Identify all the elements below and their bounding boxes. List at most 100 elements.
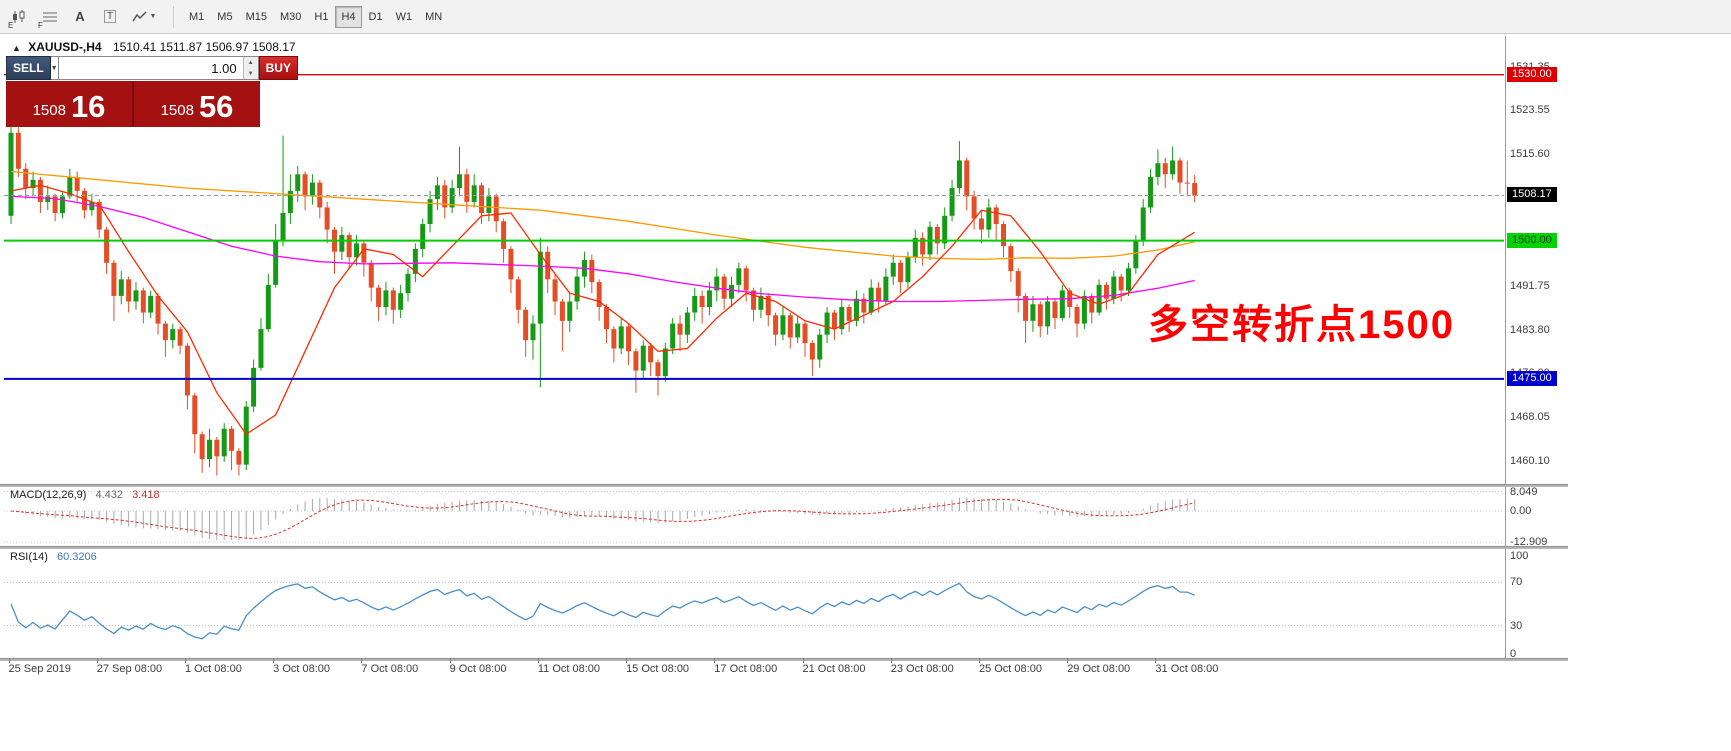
time-axis-label: 29 Oct 08:00 bbox=[1067, 663, 1131, 675]
price-tag-1530.00: 1530.00 bbox=[1507, 66, 1557, 82]
main-price-chart[interactable] bbox=[4, 36, 1505, 484]
chart-type-button[interactable]: E bbox=[6, 4, 34, 30]
chevron-down-icon: ▼ bbox=[149, 13, 157, 20]
chart-grid-button[interactable]: F bbox=[36, 4, 64, 30]
rsi-axis-label: 70 bbox=[1510, 576, 1523, 589]
pane-separator[interactable] bbox=[0, 546, 1568, 549]
price-tag-1508.17: 1508.17 bbox=[1507, 187, 1557, 203]
template-tool-button[interactable]: T bbox=[96, 4, 124, 30]
timeframe-w1[interactable]: W1 bbox=[390, 6, 419, 28]
price-axis-label: 1523.55 bbox=[1510, 104, 1550, 117]
macd-label: MACD(12,26,9) bbox=[10, 489, 87, 501]
time-axis-label: 27 Sep 08:00 bbox=[96, 663, 163, 675]
price-axis-label: 1491.75 bbox=[1510, 280, 1550, 293]
time-axis-label: 15 Oct 08:00 bbox=[626, 663, 690, 675]
price-axis-divider bbox=[1505, 36, 1506, 661]
badge-e: E bbox=[8, 20, 14, 30]
grid-icon bbox=[43, 12, 57, 21]
macd-axis-label: 0.00 bbox=[1510, 504, 1532, 517]
timeframe-m5[interactable]: M5 bbox=[211, 6, 238, 28]
sell-price-main: 1508 bbox=[32, 102, 66, 119]
time-axis-tick bbox=[449, 659, 451, 663]
timeframe-mn[interactable]: MN bbox=[419, 6, 448, 28]
price-tag-1475.00: 1475.00 bbox=[1507, 370, 1557, 386]
macd-indicator-pane[interactable] bbox=[4, 488, 1505, 546]
macd-main-value: 4.432 bbox=[95, 489, 124, 501]
time-axis-label: 9 Oct 08:00 bbox=[449, 663, 507, 675]
pane-separator[interactable] bbox=[0, 484, 1568, 487]
rsi-value: 60.3206 bbox=[56, 551, 97, 563]
time-axis-tick bbox=[1067, 659, 1069, 663]
rsi-indicator-pane[interactable] bbox=[4, 550, 1505, 658]
time-axis-label: 3 Oct 08:00 bbox=[273, 663, 331, 675]
timeframe-d1[interactable]: D1 bbox=[363, 6, 389, 28]
stepper-up-icon[interactable]: ▲ bbox=[243, 57, 258, 68]
macd-axis-label: 8.049 bbox=[1510, 485, 1538, 498]
time-axis-tick bbox=[1155, 659, 1157, 663]
time-axis-label: 17 Oct 08:00 bbox=[714, 663, 778, 675]
time-axis-tick bbox=[978, 659, 980, 663]
text-label-tool-button[interactable]: A bbox=[66, 4, 94, 30]
badge-f: F bbox=[38, 20, 43, 30]
price-axis-label: 1483.80 bbox=[1510, 324, 1550, 337]
sell-price-display[interactable]: 1508 16 bbox=[6, 81, 132, 127]
time-axis-label: 25 Sep 2019 bbox=[8, 663, 71, 675]
timeframe-m1[interactable]: M1 bbox=[183, 6, 210, 28]
timeframe-h1[interactable]: H1 bbox=[308, 6, 334, 28]
sell-button[interactable]: SELL bbox=[6, 56, 51, 80]
buy-price-main: 1508 bbox=[160, 102, 194, 119]
indicators-icon bbox=[131, 10, 147, 21]
buy-button[interactable]: BUY bbox=[258, 56, 298, 80]
buy-price-pips: 56 bbox=[198, 89, 234, 124]
time-axis-tick bbox=[890, 659, 892, 663]
time-axis-tick bbox=[96, 659, 98, 663]
timeframe-toolbar: M1 M5 M15 M30 H1 H4 D1 W1 MN bbox=[183, 5, 449, 28]
toolbar: E F A T ▼ M1 M5 M15 M30 H1 H4 D1 W1 MN bbox=[0, 0, 1731, 34]
time-axis-label: 11 Oct 08:00 bbox=[537, 663, 601, 675]
volume-stepper: ▲ ▼ bbox=[242, 57, 258, 79]
timeframe-m15[interactable]: M15 bbox=[240, 6, 273, 28]
volume-dropdown-arrow[interactable]: ▼ bbox=[50, 56, 59, 80]
chart-symbol: XAUUSD-,H4 bbox=[28, 40, 102, 54]
macd-label-row: MACD(12,26,9) 4.432 3.418 bbox=[10, 489, 160, 501]
rsi-label-row: RSI(14) 60.3206 bbox=[10, 551, 97, 563]
buy-price-display[interactable]: 1508 56 bbox=[134, 81, 260, 127]
template-icon: T bbox=[103, 10, 117, 23]
one-click-trading-panel: SELL ▼ ▲ ▼ BUY 1508 16 1508 56 bbox=[6, 56, 298, 127]
chevron-down-icon: ▼ bbox=[50, 64, 58, 72]
chart-title-row: ▲ XAUUSD-,H4 1510.41 1511.87 1506.97 150… bbox=[12, 40, 296, 54]
time-axis-label: 25 Oct 08:00 bbox=[978, 663, 1042, 675]
time-axis-tick bbox=[714, 659, 716, 663]
time-axis-label: 23 Oct 08:00 bbox=[890, 663, 954, 675]
volume-field-wrap: ▲ ▼ bbox=[58, 56, 259, 80]
toolbar-separator bbox=[173, 5, 174, 28]
indicators-dropdown-button[interactable]: ▼ bbox=[126, 4, 162, 30]
stepper-down-icon[interactable]: ▼ bbox=[243, 68, 258, 79]
price-axis-label: 1460.10 bbox=[1510, 455, 1550, 468]
time-axis-tick bbox=[273, 659, 275, 663]
sell-price-pips: 16 bbox=[70, 89, 106, 124]
text-tool-icon: A bbox=[75, 9, 85, 24]
rsi-label: RSI(14) bbox=[10, 551, 48, 563]
time-axis-label: 31 Oct 08:00 bbox=[1155, 663, 1219, 675]
time-axis-tick bbox=[361, 659, 363, 663]
macd-axis-label: -12.909 bbox=[1510, 536, 1548, 549]
time-axis-tick bbox=[8, 659, 10, 663]
timeframe-m30[interactable]: M30 bbox=[274, 6, 307, 28]
time-axis-label: 1 Oct 08:00 bbox=[184, 663, 242, 675]
candlestick-chart-icon bbox=[13, 9, 25, 23]
price-tag-1500.00: 1500.00 bbox=[1507, 232, 1557, 248]
rsi-axis-label: 30 bbox=[1510, 619, 1523, 632]
chart-ohlc-values: 1510.41 1511.87 1506.97 1508.17 bbox=[112, 40, 296, 54]
volume-input[interactable] bbox=[58, 59, 243, 77]
rsi-axis-label: 100 bbox=[1510, 550, 1529, 562]
chart-annotation: 多空转折点1500 bbox=[1148, 303, 1455, 347]
time-axis-tick bbox=[184, 659, 186, 663]
time-axis-tick bbox=[802, 659, 804, 663]
order-controls-row: SELL ▼ ▲ ▼ BUY bbox=[6, 56, 298, 80]
timeframe-h4[interactable]: H4 bbox=[335, 5, 362, 28]
rsi-axis-label: 0 bbox=[1510, 648, 1517, 660]
time-axis-tick bbox=[626, 659, 628, 663]
time-axis-label: 7 Oct 08:00 bbox=[361, 663, 419, 675]
